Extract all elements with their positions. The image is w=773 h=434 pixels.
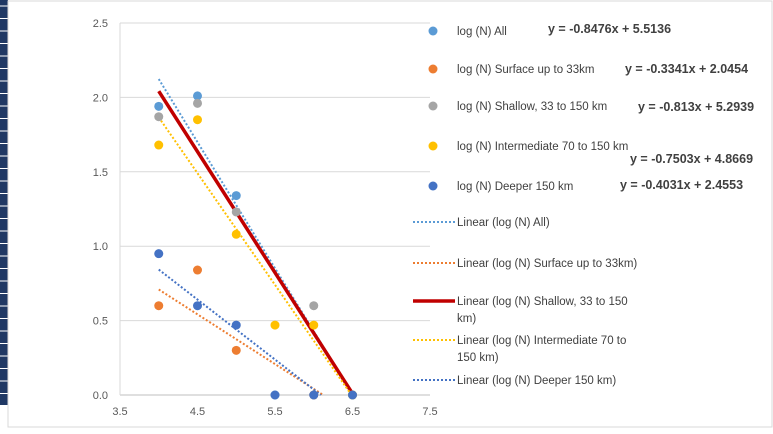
y-tick-label: 1.5: [93, 167, 108, 179]
legend-marker: [428, 101, 438, 111]
grid: [120, 22, 430, 396]
x-tick-label: 5.5: [267, 406, 282, 418]
edge-bar: [0, 0, 8, 405]
x-tick-label: 7.5: [422, 406, 437, 418]
legend-marker: [428, 64, 438, 74]
legend-label: log (N) All: [457, 26, 507, 38]
trendline-equation: y = -0.3341x + 2.0454: [625, 62, 748, 76]
data-point-series-1: [231, 191, 241, 201]
data-point-series-3: [154, 112, 164, 122]
legend: log (N) All y = -0.8476x + 5.5136 log (N) …: [413, 22, 754, 387]
data-point-series-5: [270, 390, 280, 400]
data-point-series-5: [231, 320, 241, 330]
data-point-series-4: [270, 320, 280, 330]
data-point-series-5: [154, 249, 164, 259]
legend-label: log (N) Shallow, 33 to 150 km: [457, 101, 607, 113]
legend-trend-label: Linear (log (N) Intermediate 70 to 150 km…: [457, 335, 626, 364]
trendline-equation: y = -0.8476x + 5.5136: [548, 22, 671, 36]
data-point-series-4: [231, 229, 241, 239]
data-points: [154, 91, 357, 400]
data-point-series-3: [193, 98, 202, 108]
legend-trend-label: Linear (log (N) All): [457, 217, 550, 229]
legend-marker: [428, 141, 438, 151]
data-point-series-2: [231, 345, 241, 355]
y-tick-label: 1.0: [93, 241, 108, 253]
legend-trend-label: Linear (log (N) Deeper 150 km): [457, 375, 616, 387]
trendline-equation: y = -0.4031x + 2.4553: [620, 178, 743, 192]
legend-label: log (N) Surface up to 33km: [457, 64, 594, 76]
trendlines: [157, 78, 354, 396]
spreadsheet-edge: [0, 0, 8, 405]
chart-border: [7, 0, 773, 428]
legend-label: log (N) Intermediate 70 to 150 km: [457, 141, 628, 153]
data-point-series-3: [309, 301, 319, 311]
y-tick-label: 2.5: [93, 18, 108, 30]
x-tick-label: 3.5: [112, 406, 127, 418]
data-point-series-1: [154, 101, 164, 111]
data-point-series-4: [154, 140, 164, 150]
axes: 0.0 0.5 1.0 1.5 2.0 2.5 3.5 4.5 5.5 6.5 7.5: [93, 18, 438, 418]
data-point-series-5: [348, 390, 357, 400]
data-point-series-2: [193, 265, 202, 275]
trendline-4: [157, 116, 353, 396]
trendline-5: [158, 268, 322, 396]
data-point-series-2: [154, 301, 164, 311]
legend-marker: [428, 181, 438, 191]
x-tick-label: 4.5: [190, 406, 205, 418]
trendline-equation: y = -0.7503x + 4.8669: [630, 152, 753, 166]
y-tick-label: 0.5: [93, 316, 108, 328]
legend-trend-label: Linear (log (N) Shallow, 33 to 150 km): [457, 296, 628, 325]
data-point-series-5: [309, 390, 319, 400]
y-tick-label: 0.0: [93, 390, 108, 402]
trendline-2: [158, 288, 324, 396]
data-point-series-1: [193, 91, 202, 101]
data-point-series-3: [231, 207, 241, 217]
trendline-equation: y = -0.813x + 5.2939: [638, 100, 754, 114]
legend-label: log (N) Deeper 150 km: [457, 181, 573, 193]
data-point-series-5: [193, 301, 202, 311]
legend-marker: [428, 26, 438, 36]
trendline-3: [157, 90, 354, 395]
y-tick-label: 2.0: [93, 92, 108, 104]
data-point-series-4: [309, 320, 319, 330]
legend-trend-label: Linear (log (N) Surface up to 33km): [457, 258, 637, 270]
x-tick-label: 6.5: [345, 406, 360, 418]
data-point-series-4: [193, 115, 202, 125]
